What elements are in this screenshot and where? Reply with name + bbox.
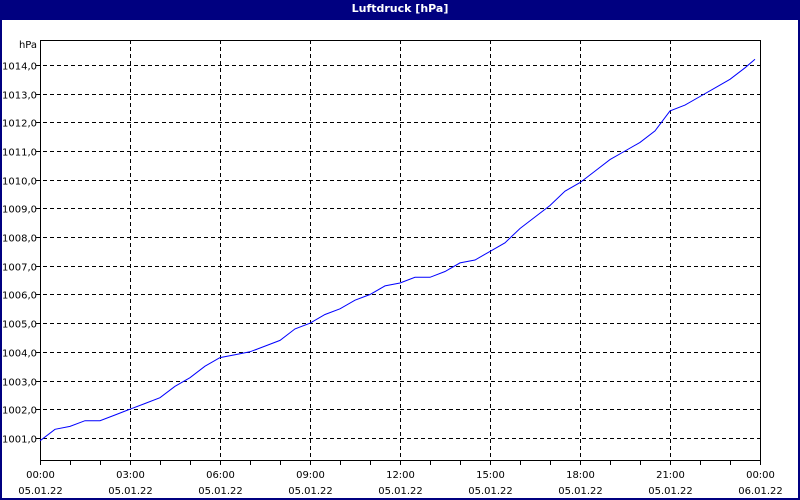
x-tick-time: 00:00: [26, 470, 55, 481]
y-axis-unit: hPa: [19, 40, 37, 51]
y-tick-label: 1010,0: [2, 177, 37, 188]
y-tick-label: 1007,0: [2, 263, 37, 274]
y-tick-label: 1003,0: [2, 378, 37, 389]
x-tick-time: 21:00: [656, 470, 685, 481]
x-tick-date: 05.01.22: [558, 486, 603, 497]
y-tick-label: 1001,0: [2, 435, 37, 446]
x-tick-time: 03:00: [116, 470, 145, 481]
x-tick-time: 00:00: [746, 470, 775, 481]
y-tick-label: 1012,0: [2, 119, 37, 130]
x-tick-date: 05.01.22: [378, 486, 423, 497]
y-tick-label: 1004,0: [2, 349, 37, 360]
pressure-line: [39, 58, 756, 442]
x-tick-time: 18:00: [566, 470, 595, 481]
x-tick-date: 05.01.22: [198, 486, 243, 497]
y-tick-label: 1006,0: [2, 291, 37, 302]
y-tick-label: 1014,0: [2, 62, 37, 73]
chart-title: Luftdruck [hPa]: [0, 0, 800, 20]
plot-area: [40, 40, 761, 461]
y-tick-label: 1011,0: [2, 148, 37, 159]
y-tick-label: 1009,0: [2, 205, 37, 216]
x-tick-date: 05.01.22: [648, 486, 693, 497]
x-tick-date: 05.01.22: [108, 486, 153, 497]
x-tick-date: 05.01.22: [18, 486, 63, 497]
y-tick-label: 1005,0: [2, 320, 37, 331]
x-tick-date: 05.01.22: [288, 486, 333, 497]
y-tick-label: 1013,0: [2, 91, 37, 102]
x-tick-time: 06:00: [206, 470, 235, 481]
y-tick-label: 1002,0: [2, 406, 37, 417]
x-tick-time: 12:00: [386, 470, 415, 481]
x-tick-time: 09:00: [296, 470, 325, 481]
x-tick-time: 15:00: [476, 470, 505, 481]
y-tick-label: 1008,0: [2, 234, 37, 245]
x-tick-date: 05.01.22: [468, 486, 513, 497]
x-tick-date: 06.01.22: [738, 486, 783, 497]
